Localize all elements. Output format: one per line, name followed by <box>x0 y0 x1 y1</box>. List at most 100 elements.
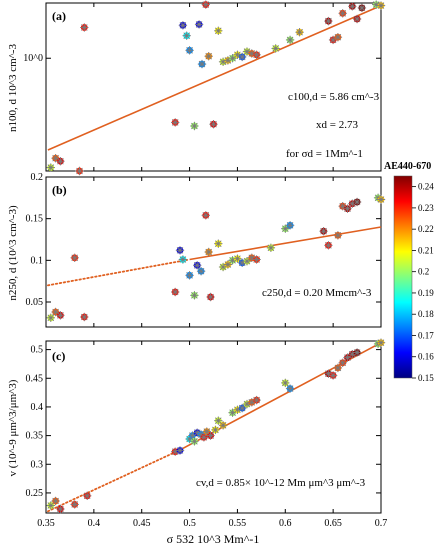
panel-b-data-point <box>233 254 242 263</box>
panel-b-data-point <box>185 271 194 280</box>
panel-b-data-point <box>285 221 295 230</box>
panel-c-data-point <box>211 425 220 435</box>
panel-c-data-point <box>46 501 55 510</box>
x-tick-label: 0.55 <box>229 518 247 529</box>
panel-c-data-point <box>333 363 343 373</box>
panel-c-data-point <box>285 384 295 393</box>
panel-a-points <box>46 0 386 176</box>
panel-a-data-point <box>295 28 304 37</box>
panel-b-data-point <box>333 231 343 240</box>
panel-c-y-ticks: 0.25 0.3 0.35 0.4 0.45 0.5 <box>26 345 381 499</box>
panel-b-ytick-label: 0.15 <box>26 214 44 225</box>
panel-c-ytick-label: 0.45 <box>26 373 44 384</box>
panel-c-label: (c) <box>52 349 65 363</box>
panel-a-data-point <box>75 166 84 176</box>
panel-b-y-ticks: 0.05 0.1 0.15 0.2 <box>26 172 382 327</box>
colorbar-ticks: 0.24 0.23 0.22 0.21 0.2 0.19 0.18 0.17 0.16 0.15 <box>412 182 434 383</box>
panel-a-data-point <box>237 52 247 62</box>
panel-a-data-point <box>178 21 188 30</box>
panel-b-frame <box>45 176 382 328</box>
panel-a-data-point <box>185 46 194 55</box>
panel-b-points <box>46 193 386 322</box>
panel-c-data-point <box>376 338 386 347</box>
panel-a-data-point <box>201 0 211 9</box>
panel-b-data-point <box>56 311 65 320</box>
panel-b-data-point <box>214 239 223 248</box>
panel-a-data-point <box>204 52 213 61</box>
panel-c-ytick-label: 0.25 <box>26 488 44 499</box>
panel-c-data-point <box>51 496 60 506</box>
panel-a-data-point <box>285 35 295 45</box>
colorbar-tick-label: 0.23 <box>418 203 434 213</box>
panel-b-data-point <box>201 211 211 220</box>
panel-a-data-point <box>352 14 362 24</box>
x-tick-label: 0.65 <box>324 518 342 529</box>
panel-b-fit-line <box>47 226 382 287</box>
panel-b-data-point <box>376 195 386 204</box>
panel-c-data-point <box>252 395 261 405</box>
panel-b-data-point <box>46 313 55 322</box>
colorbar-tick-label: 0.22 <box>418 224 434 234</box>
panel-b-fit-segment-dotted <box>47 258 191 287</box>
panel-c-data-point <box>237 403 247 413</box>
colorbar-tick-label: 0.2 <box>418 267 429 277</box>
panel-a-data-point <box>197 59 207 69</box>
panel-a-data-point <box>218 57 228 66</box>
panel-a-data-point <box>182 31 191 40</box>
panel-b-data-point <box>70 253 79 262</box>
panel-c-data-point <box>214 416 223 425</box>
panel-c-data-point <box>328 371 338 380</box>
panel-c-ytick-label: 0.4 <box>31 402 44 413</box>
panel-a-data-point <box>80 23 89 32</box>
panel-c-data-point <box>281 378 290 388</box>
colorbar-tick-label: 0.19 <box>418 288 434 298</box>
panel-b-data-point <box>266 243 276 253</box>
panel-a-annotation-3: for σd = 1Mm^-1 <box>286 148 363 160</box>
panel-a-fit-segment-solid <box>47 4 382 151</box>
panel-b-data-point <box>352 197 362 207</box>
x-tick-label: 0.6 <box>279 518 292 529</box>
panel-b-data-point <box>281 224 290 233</box>
panel-b-data-point <box>190 291 199 300</box>
panel-b-ytick-label: 0.2 <box>31 172 44 183</box>
panel-c-ytick-label: 0.3 <box>31 459 44 470</box>
panel-b-data-point <box>178 255 188 264</box>
panel-c-frame <box>45 340 382 514</box>
panel-a-data-point <box>252 50 261 59</box>
panel-c-data-point <box>218 421 228 430</box>
colorbar-tick-label: 0.21 <box>418 245 434 255</box>
panel-c-data-point <box>190 437 199 446</box>
panel-a-data-point <box>338 9 347 18</box>
panel-c-ylabel: v (10^-9 μm^3/μm^3) <box>7 379 19 476</box>
panel-a-fit-line <box>47 4 382 151</box>
panel-c-data-point <box>70 500 79 509</box>
panel-a-data-point <box>194 20 204 29</box>
x-tick-label: 0.45 <box>133 518 151 529</box>
panel-a-label: (a) <box>52 9 66 23</box>
panel-a-data-point <box>214 26 223 35</box>
panel-b-fit-segment-solid <box>189 226 382 261</box>
panel-c-data-point <box>338 358 347 367</box>
colorbar-tick-label: 0.17 <box>418 330 434 340</box>
panel-b-annotation: c250,d = 0.20 Mmcm^-3 <box>262 287 372 299</box>
panel-a-data-point <box>46 163 55 172</box>
panel-a-annotation-1: c100,d = 5.86 cm^-3 <box>288 91 380 103</box>
colorbar-tick-label: 0.18 <box>418 309 434 319</box>
x-axis-label: σ 532 10^3 Mm^-1 <box>167 532 260 546</box>
panel-c-annotation: cv,d = 0.85× 10^-12 Mm μm^3 μm^-3 <box>196 477 366 489</box>
panel-b-data-point <box>80 312 89 322</box>
panel-b-data-point <box>175 246 185 255</box>
panel-a-data-point <box>324 16 333 26</box>
panel-c-ytick-label: 0.35 <box>26 431 44 442</box>
panel-c: (c) 0.25 0.3 0.35 0.4 0.45 0.5 0.35 0.4 0.45 0.5… <box>7 338 387 546</box>
panel-a-y-ticks: 10^0 <box>23 3 382 171</box>
colorbar-tick-label: 0.16 <box>418 352 434 362</box>
panel-b-data-point <box>324 241 333 250</box>
panel-c-data-point <box>170 447 180 456</box>
colorbar-tick-label: 0.15 <box>418 373 434 383</box>
colorbar-label: AE440-670 <box>384 161 431 172</box>
panel-b-data-point <box>204 247 213 257</box>
panel-c-data-point <box>352 348 362 357</box>
panel-a-data-point <box>271 44 280 53</box>
panel-a-ytick-label: 10^0 <box>23 53 43 64</box>
